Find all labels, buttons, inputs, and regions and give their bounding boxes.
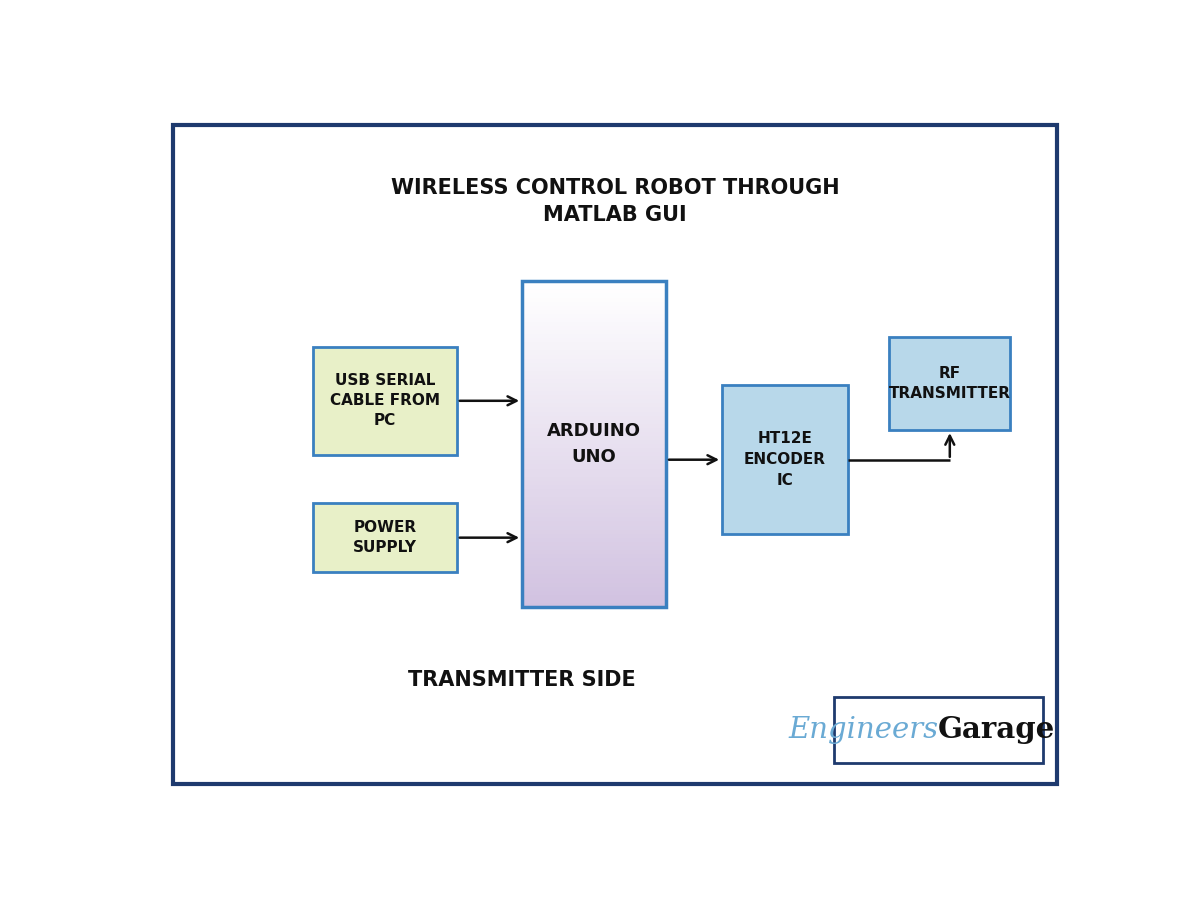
Bar xyxy=(522,378,666,383)
Bar xyxy=(522,305,666,310)
Bar xyxy=(522,346,666,350)
Bar xyxy=(522,325,666,330)
Bar xyxy=(522,500,666,505)
Bar xyxy=(522,541,666,546)
Bar xyxy=(522,602,666,607)
Bar xyxy=(313,347,457,454)
Bar xyxy=(522,321,666,326)
Bar xyxy=(522,565,666,571)
Bar xyxy=(522,562,666,566)
Bar xyxy=(522,370,666,375)
Bar xyxy=(522,476,666,481)
Bar xyxy=(522,374,666,379)
Bar xyxy=(313,503,457,572)
Bar xyxy=(522,391,666,395)
Bar xyxy=(522,594,666,598)
Bar xyxy=(522,529,666,534)
Bar xyxy=(522,513,666,518)
Bar xyxy=(522,480,666,485)
Bar xyxy=(522,350,666,355)
Bar xyxy=(522,338,666,342)
Bar xyxy=(722,385,847,535)
Bar xyxy=(522,444,666,448)
Bar xyxy=(522,358,666,363)
Bar xyxy=(522,439,666,444)
Bar xyxy=(522,309,666,314)
Bar xyxy=(522,301,666,306)
Bar xyxy=(522,570,666,574)
Text: Engineers: Engineers xyxy=(788,716,938,744)
Bar xyxy=(522,407,666,411)
Bar xyxy=(522,313,666,318)
Text: USB SERIAL
CABLE FROM
PC: USB SERIAL CABLE FROM PC xyxy=(330,374,440,428)
Bar xyxy=(522,419,666,424)
Bar xyxy=(522,423,666,428)
Bar xyxy=(522,281,666,607)
Bar xyxy=(522,297,666,302)
Bar xyxy=(522,334,666,338)
Bar xyxy=(522,436,666,440)
Text: MATLAB GUI: MATLAB GUI xyxy=(544,205,686,225)
Bar xyxy=(522,557,666,562)
Bar xyxy=(522,508,666,513)
Bar xyxy=(522,455,666,461)
Bar xyxy=(522,590,666,595)
Bar xyxy=(522,573,666,579)
Bar xyxy=(522,598,666,603)
Bar xyxy=(834,697,1043,763)
Bar xyxy=(522,578,666,582)
Bar xyxy=(522,525,666,529)
Bar xyxy=(522,581,666,587)
Bar xyxy=(522,460,666,464)
Text: RF
TRANSMITTER: RF TRANSMITTER xyxy=(889,366,1010,400)
Bar xyxy=(522,468,666,472)
Bar xyxy=(522,545,666,550)
Bar xyxy=(522,452,666,456)
Bar xyxy=(522,496,666,501)
Bar xyxy=(522,410,666,416)
Bar xyxy=(522,342,666,346)
Bar xyxy=(522,533,666,537)
Bar xyxy=(522,415,666,419)
Bar xyxy=(522,281,666,285)
Bar xyxy=(522,329,666,334)
Bar xyxy=(522,402,666,408)
Bar xyxy=(522,362,666,366)
Bar xyxy=(522,517,666,521)
Text: ARDUINO
UNO: ARDUINO UNO xyxy=(547,422,641,466)
Bar xyxy=(522,484,666,489)
Text: POWER
SUPPLY: POWER SUPPLY xyxy=(353,520,416,555)
Bar xyxy=(522,366,666,371)
Bar xyxy=(522,521,666,526)
Text: WIRELESS CONTROL ROBOT THROUGH: WIRELESS CONTROL ROBOT THROUGH xyxy=(391,177,839,198)
Bar xyxy=(522,354,666,358)
Bar xyxy=(522,447,666,452)
Bar xyxy=(522,317,666,322)
Bar xyxy=(522,488,666,493)
Text: TRANSMITTER SIDE: TRANSMITTER SIDE xyxy=(408,670,636,689)
Bar xyxy=(889,337,1010,430)
Bar xyxy=(522,554,666,558)
Bar xyxy=(522,472,666,477)
Bar xyxy=(522,428,666,432)
Bar xyxy=(522,464,666,469)
Bar xyxy=(522,382,666,387)
Bar xyxy=(522,537,666,542)
Bar xyxy=(522,289,666,293)
Bar xyxy=(522,394,666,400)
Bar xyxy=(522,505,666,509)
Bar xyxy=(522,292,666,298)
Bar xyxy=(522,386,666,391)
Text: Garage: Garage xyxy=(938,716,1056,744)
Bar xyxy=(522,399,666,403)
Bar xyxy=(522,492,666,497)
Bar xyxy=(522,549,666,554)
Bar xyxy=(522,586,666,590)
Text: HT12E
ENCODER
IC: HT12E ENCODER IC xyxy=(744,431,826,488)
Bar xyxy=(522,431,666,436)
Bar xyxy=(522,284,666,290)
